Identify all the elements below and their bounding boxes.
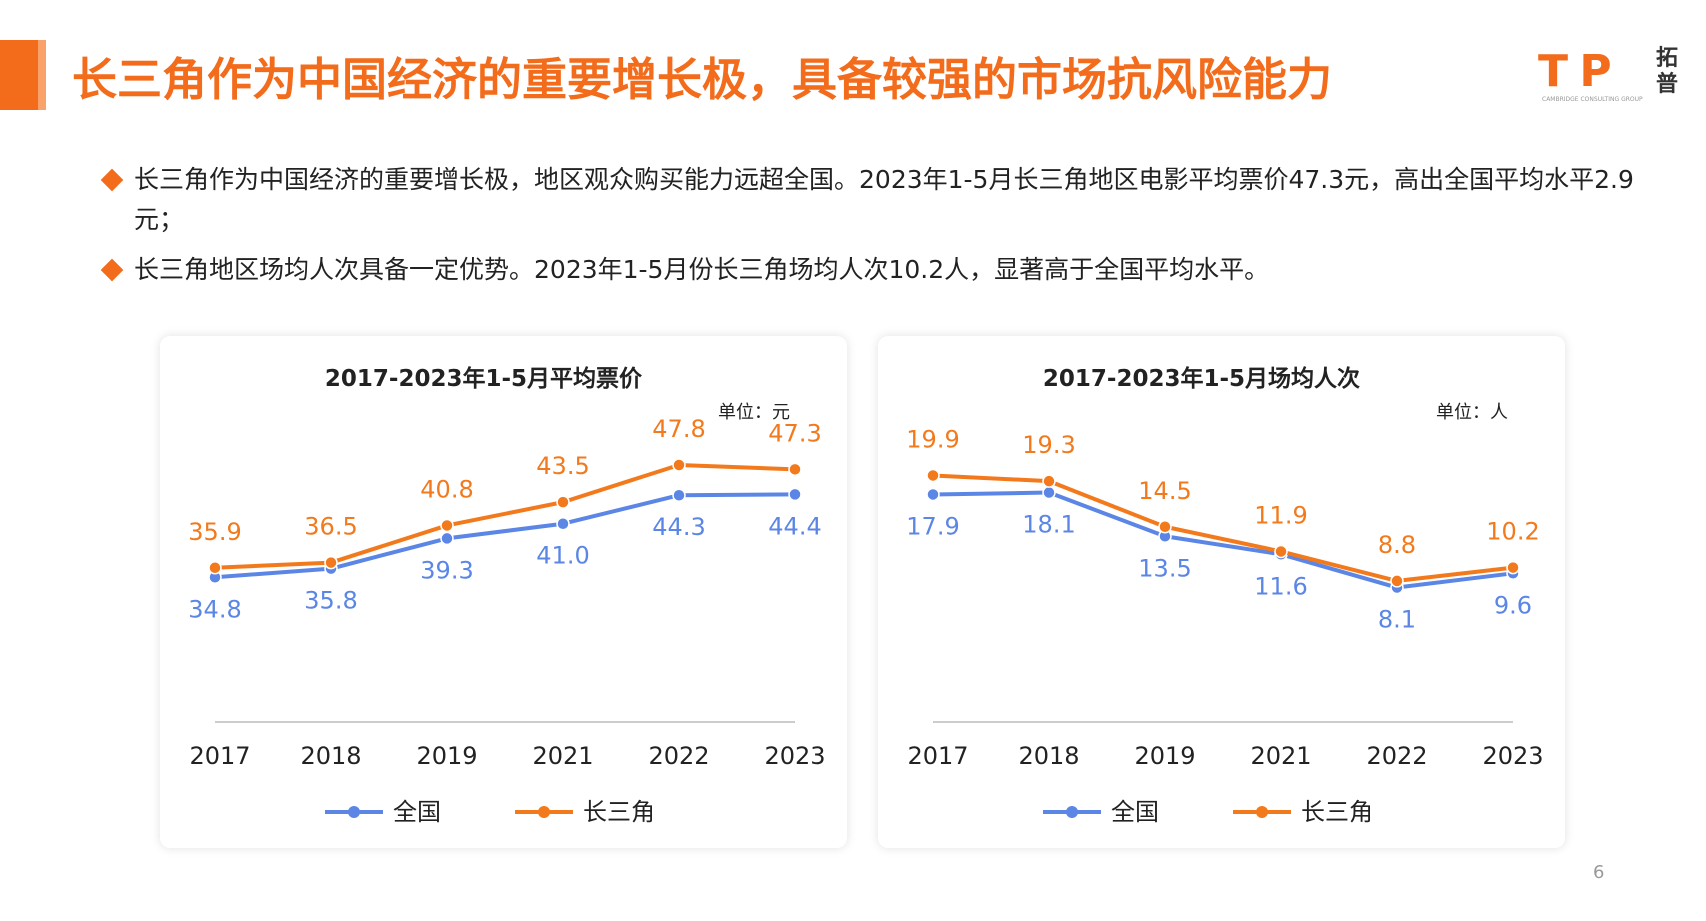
data-point bbox=[556, 495, 570, 509]
x-tick-label: 2021 bbox=[532, 742, 593, 770]
bullet-list: 长三角作为中国经济的重要增长极，地区观众购买能力远超全国。2023年1-5月长三… bbox=[100, 160, 1640, 300]
data-point bbox=[926, 487, 940, 502]
data-label: 9.6 bbox=[1494, 591, 1532, 619]
data-label: 41.0 bbox=[536, 542, 589, 570]
legend-swatch-marker bbox=[1256, 806, 1268, 818]
series-line-yrd bbox=[932, 473, 1514, 583]
data-label: 19.3 bbox=[1022, 431, 1075, 459]
x-tick-label: 2021 bbox=[1250, 742, 1311, 770]
data-point bbox=[788, 487, 802, 502]
legend-label: 长三角 bbox=[1301, 798, 1373, 826]
data-point bbox=[672, 458, 686, 472]
data-point bbox=[440, 518, 454, 533]
data-point bbox=[1506, 560, 1520, 575]
data-label: 47.8 bbox=[652, 415, 705, 443]
x-tick-label: 2017 bbox=[907, 742, 968, 770]
data-point bbox=[1042, 474, 1056, 488]
chart-card-ticket-price: 2017-2023年1-5月平均票价单位：元 2017 2018 2019 2021 20… bbox=[160, 336, 847, 848]
data-point bbox=[556, 516, 570, 531]
bullet-item: 长三角作为中国经济的重要增长极，地区观众购买能力远超全国。2023年1-5月长三… bbox=[100, 160, 1640, 240]
company-logo: T P 拓普 CAMBRIDGE CONSULTING GROUP bbox=[1538, 44, 1688, 106]
title-accent-bar bbox=[0, 40, 38, 110]
unit-label: 单位：元 bbox=[718, 402, 790, 423]
bullet-text: 长三角作为中国经济的重要增长极，地区观众购买能力远超全国。2023年1-5月长三… bbox=[134, 165, 1634, 234]
chart-title: 2017-2023年1-5月平均票价 bbox=[325, 365, 643, 392]
data-label: 35.8 bbox=[304, 587, 357, 615]
diamond-bullet-icon bbox=[100, 168, 124, 192]
data-label: 10.2 bbox=[1486, 518, 1539, 546]
data-label: 18.1 bbox=[1022, 511, 1075, 539]
legend-label: 全国 bbox=[393, 798, 441, 826]
data-point bbox=[1158, 520, 1172, 534]
data-label: 36.5 bbox=[304, 513, 357, 541]
title-accent-bar-light bbox=[38, 40, 46, 110]
data-point bbox=[1390, 574, 1404, 588]
chart-card-attendance: 2017-2023年1-5月场均人次单位：人 2017 2018 2019 2021 20… bbox=[878, 336, 1565, 848]
logo-chinese: 拓普 bbox=[1656, 46, 1679, 97]
bullet-item: 长三角地区场均人次具备一定优势。2023年1-5月份长三角场均人次10.2人，显… bbox=[100, 250, 1640, 290]
logo-subtitle: CAMBRIDGE CONSULTING GROUP bbox=[1542, 96, 1643, 103]
data-label: 40.8 bbox=[420, 475, 473, 503]
data-label: 11.6 bbox=[1254, 572, 1307, 600]
data-point bbox=[672, 488, 686, 502]
legend-swatch-marker bbox=[1066, 806, 1078, 818]
x-tick-label: 2017 bbox=[189, 742, 250, 770]
data-label: 47.3 bbox=[768, 419, 821, 447]
x-tick-label: 2018 bbox=[1018, 742, 1079, 770]
data-label: 44.4 bbox=[768, 512, 821, 540]
data-label: 43.5 bbox=[536, 452, 589, 480]
data-label: 39.3 bbox=[420, 556, 473, 584]
legend-swatch-marker bbox=[538, 806, 550, 818]
data-label: 35.9 bbox=[188, 518, 241, 546]
legend-label: 全国 bbox=[1111, 798, 1159, 826]
data-label: 8.1 bbox=[1378, 606, 1416, 634]
series-line-national bbox=[932, 490, 1514, 590]
data-label: 34.8 bbox=[188, 595, 241, 623]
data-point bbox=[788, 462, 802, 477]
x-tick-label: 2022 bbox=[1366, 742, 1427, 770]
data-point bbox=[1274, 544, 1288, 559]
legend-swatch-marker bbox=[348, 806, 360, 818]
data-label: 8.8 bbox=[1378, 531, 1416, 559]
data-point bbox=[208, 561, 222, 575]
data-point bbox=[926, 468, 940, 483]
data-label: 14.5 bbox=[1138, 477, 1191, 505]
data-label: 44.3 bbox=[652, 513, 705, 541]
chart-title: 2017-2023年1-5月场均人次 bbox=[1043, 365, 1360, 392]
x-tick-label: 2022 bbox=[648, 742, 709, 770]
x-tick-label: 2023 bbox=[1482, 742, 1543, 770]
x-tick-label: 2019 bbox=[416, 742, 477, 770]
series-line-yrd bbox=[214, 463, 796, 570]
bullet-text: 长三角地区场均人次具备一定优势。2023年1-5月份长三角场均人次10.2人，显… bbox=[134, 255, 1270, 284]
page-title: 长三角作为中国经济的重要增长极，具备较强的市场抗风险能力 bbox=[72, 53, 1333, 106]
data-point bbox=[440, 531, 454, 546]
x-tick-label: 2023 bbox=[764, 742, 825, 770]
data-label: 13.5 bbox=[1138, 554, 1191, 582]
logo-wordmark: T P bbox=[1538, 46, 1612, 97]
data-point bbox=[324, 555, 338, 570]
unit-label: 单位：人 bbox=[1436, 402, 1508, 423]
data-label: 19.9 bbox=[906, 425, 959, 453]
diamond-bullet-icon bbox=[100, 258, 124, 282]
page-number: 6 bbox=[1593, 862, 1605, 883]
x-tick-label: 2019 bbox=[1134, 742, 1195, 770]
x-tick-label: 2018 bbox=[300, 742, 361, 770]
series-line-national bbox=[214, 492, 796, 580]
data-label: 17.9 bbox=[906, 512, 959, 540]
legend-label: 长三角 bbox=[583, 798, 655, 826]
data-point bbox=[1042, 485, 1056, 500]
data-label: 11.9 bbox=[1254, 501, 1307, 529]
